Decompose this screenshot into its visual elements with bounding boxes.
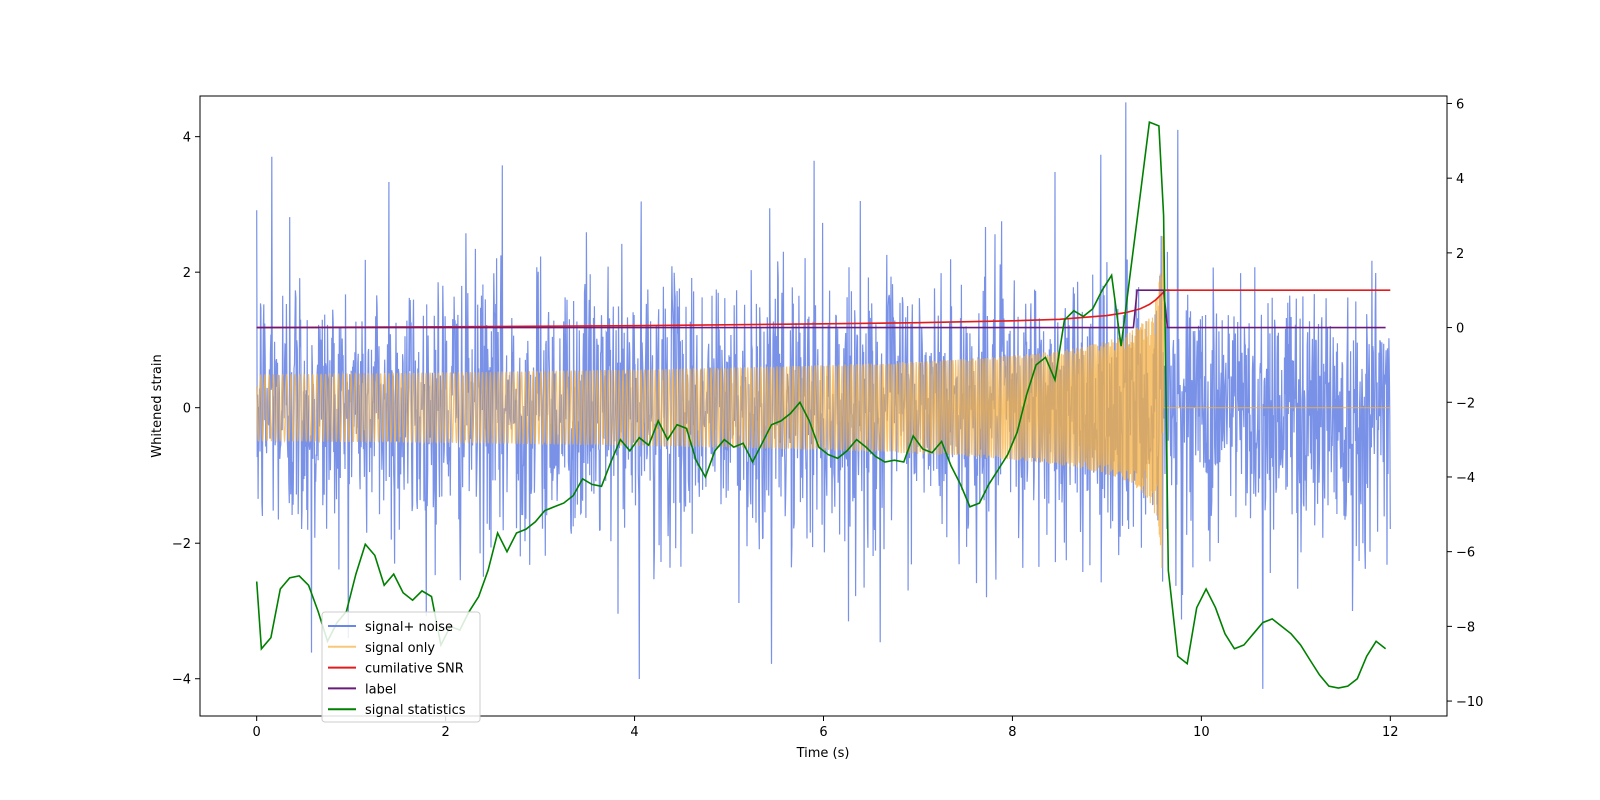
y2-tick-label: −6 [1456,546,1475,561]
series-signal-only [256,236,1391,569]
y-tick-label: −4 [172,673,191,688]
y2-tick-label: 2 [1456,247,1464,262]
legend-label: cumilative SNR [365,662,464,677]
x-tick-label: 12 [1382,725,1399,740]
x-tick-label: 6 [819,725,827,740]
legend-label: signal only [365,641,435,656]
x-tick-label: 8 [1008,725,1016,740]
legend-box [321,611,481,723]
y-tick-label: 4 [183,131,191,146]
y2-tick-label: −4 [1456,471,1475,486]
legend-label: signal+ noise [365,620,453,635]
legend-label: signal statistics [365,703,466,718]
y2-tick-label: −10 [1456,695,1483,710]
y-tick-label: 0 [183,402,191,417]
series-layer [255,102,1391,689]
y2-tick-label: 6 [1456,97,1464,112]
y2-tick-label: −8 [1456,620,1475,635]
legend: signal+ noise signal only cumilative SNR la… [321,611,481,723]
y-axis-right: −10 −8 −6 −4 −2 0 2 4 6 [1447,97,1483,710]
y2-tick-label: 0 [1456,322,1464,337]
y-axis-title: Whitened strain [150,354,165,457]
y-axis-left: −4 −2 0 2 4 [172,131,200,688]
legend-label: label [365,682,396,697]
x-tick-label: 0 [253,725,261,740]
y-tick-label: −2 [172,537,191,552]
y-tick-label: 2 [183,266,191,281]
x-axis-title: Time (s) [796,746,850,761]
x-tick-label: 2 [441,725,449,740]
x-tick-label: 4 [630,725,638,740]
y2-tick-label: −2 [1456,396,1475,411]
x-tick-label: 10 [1193,725,1210,740]
series-label [256,289,1386,329]
y2-tick-label: 4 [1456,172,1464,187]
